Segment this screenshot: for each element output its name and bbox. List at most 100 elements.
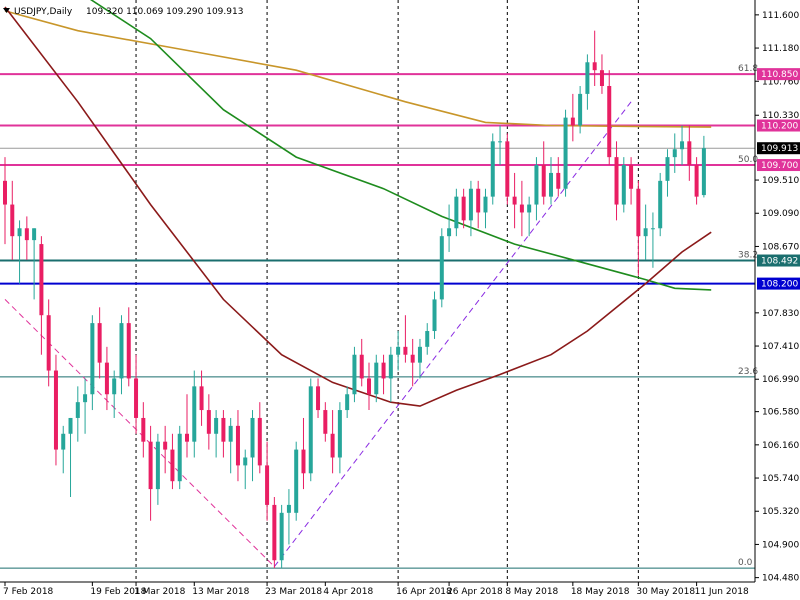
candle-body	[228, 425, 233, 442]
candle-bullish	[388, 346, 393, 403]
candle-bullish	[308, 378, 313, 482]
candle-body	[687, 141, 692, 166]
candle-bearish	[206, 394, 211, 450]
x-tick-label: 13 Mar 2018	[192, 587, 249, 597]
candle-body	[286, 504, 291, 513]
candle-body	[257, 417, 262, 466]
candle-body	[461, 196, 466, 221]
candle-body	[316, 386, 321, 411]
level-price-tag: 110.200	[757, 119, 800, 132]
candle-body	[374, 362, 379, 395]
candle-bullish	[243, 449, 248, 490]
candle-bullish	[374, 354, 379, 403]
candle-bullish	[345, 386, 350, 418]
candle-body	[578, 93, 583, 126]
candle-bearish	[694, 157, 699, 205]
candle-bullish	[17, 220, 22, 284]
candle-body	[155, 441, 160, 490]
candle-body	[396, 346, 401, 355]
y-tick-label: 106.580	[762, 408, 799, 418]
candle-body	[24, 228, 29, 241]
candle-body	[61, 433, 66, 450]
candle-body	[112, 378, 117, 395]
candle-body	[126, 323, 131, 379]
candle-body	[17, 228, 22, 237]
x-tick-label: 30 May 2018	[636, 587, 695, 597]
candle-body	[90, 323, 95, 395]
candle-bearish	[512, 172, 517, 229]
fibonacci-labels: 61.8 50.0 38.2 23.6 0.0	[738, 64, 758, 568]
candle-bullish	[439, 228, 444, 308]
y-tick-label: 107.410	[762, 342, 799, 352]
candle-body	[53, 370, 58, 450]
candle-bullish	[680, 125, 685, 166]
candle-body	[250, 417, 255, 458]
candle-body	[294, 449, 299, 513]
candle-body	[410, 354, 415, 363]
candle-body	[556, 172, 561, 189]
symbol-dropdown-icon[interactable]	[3, 8, 10, 13]
fib-level-label: 23.6	[738, 367, 758, 377]
candle-bullish	[447, 204, 452, 252]
candle-body	[119, 323, 124, 379]
candle-bearish	[687, 125, 692, 181]
price-tag-label: 109.913	[761, 144, 798, 154]
chart-title: USDJPY,Daily	[14, 7, 73, 17]
candle-bullish	[417, 338, 422, 379]
candle-body	[3, 180, 7, 205]
candle-body	[621, 165, 626, 205]
candle-body	[39, 244, 44, 316]
candle-bullish	[396, 331, 401, 371]
candle-bearish	[235, 410, 240, 482]
candle-body	[141, 417, 146, 442]
candle-body	[468, 188, 473, 221]
candle-bullish	[279, 504, 284, 569]
candle-body	[629, 165, 634, 189]
candle-bullish	[585, 54, 590, 110]
candle-bullish	[621, 157, 626, 213]
level-price-tag: 109.700	[757, 159, 800, 172]
candle-body	[32, 228, 37, 241]
candle-body	[490, 141, 495, 197]
candle-bullish	[294, 441, 299, 521]
candle-body	[541, 165, 546, 197]
candle-bullish	[61, 425, 66, 474]
candle-body	[75, 402, 80, 418]
candle-bearish	[301, 417, 306, 490]
candle-bearish	[381, 354, 386, 395]
price-tags: 110.850 110.200 109.700 108.492 108.200 109.9…	[757, 68, 800, 290]
candle-body	[68, 417, 73, 434]
x-tick-label: 4 Apr 2018	[323, 587, 373, 597]
candle-body	[432, 299, 437, 332]
candle-bearish	[592, 30, 597, 86]
candle-body	[163, 441, 168, 450]
candle-bullish	[155, 433, 160, 505]
candle-body	[104, 362, 109, 395]
candle-bullish	[425, 323, 430, 355]
level-price-tag: 108.492	[757, 254, 800, 267]
candle-body	[403, 346, 408, 355]
candle-body	[680, 141, 685, 150]
candle-bearish	[10, 180, 15, 260]
current-price-tag: 109.913	[757, 142, 800, 155]
candle-bullish	[665, 149, 670, 197]
candle-bullish	[75, 386, 80, 442]
candle-bullish	[32, 228, 37, 300]
x-tick-label: 26 Apr 2018	[447, 587, 503, 597]
candle-bearish	[257, 402, 262, 474]
y-tick-label: 111.180	[762, 44, 799, 54]
candle-body	[672, 149, 677, 158]
candle-bearish	[330, 410, 335, 474]
candle-bearish	[541, 141, 546, 205]
candle-body	[483, 196, 488, 213]
candle-body	[359, 354, 364, 379]
candle-body	[585, 62, 590, 94]
candle-bearish	[505, 133, 510, 205]
candle-body	[192, 386, 197, 442]
candle-body	[235, 425, 240, 466]
candle-body	[148, 441, 153, 490]
candle-body	[243, 457, 248, 466]
candle-body	[265, 465, 270, 505]
candle-body	[534, 165, 539, 205]
